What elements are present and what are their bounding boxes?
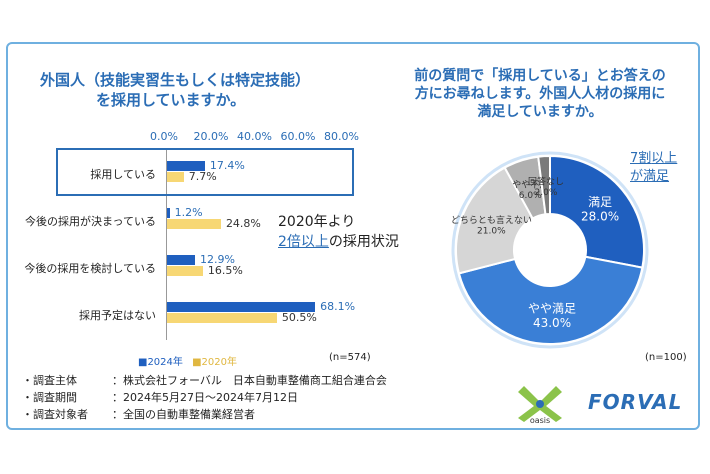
note-label: ・調査主体: [22, 374, 77, 387]
y-axis-line: [166, 150, 167, 340]
data-label-2024: 12.9%: [200, 253, 235, 266]
right-question-line: 方にお尋ねします。外国人人材の採用に: [414, 86, 666, 102]
note-row: ・調査対象者 ：全国の自動車整備業経営者: [22, 406, 387, 423]
note-value: ：全国の自動車整備業経営者: [112, 408, 255, 421]
callout-line2-rest: の採用状況: [328, 234, 399, 250]
data-label-2020: 50.5%: [281, 311, 317, 324]
right-callout-emphasis: 7割: [630, 151, 652, 166]
pie-slice-label: 回答なし 2.0%: [528, 175, 564, 198]
left-question: 外国人（技能実習生もしくは特定技能） を採用していますか。: [40, 70, 310, 110]
callout-line1: 2020年より: [278, 214, 356, 230]
right-callout-line2: が満足: [630, 169, 670, 184]
right-callout: 7割以上 が満足: [630, 150, 677, 186]
bar-2024: [167, 302, 316, 312]
note-value: ：株式会社フォーバル 日本自動車整備商工組合連合会: [112, 374, 387, 387]
bar-2020: [167, 266, 203, 276]
n-right: (n=100): [645, 352, 687, 363]
data-label-2020: 16.5%: [207, 264, 243, 277]
donut-chart: 満足 28.0% やや満足 43.0% どちらとも言えない 21.0% やや不満 6.0%回答…: [451, 151, 649, 349]
x-tick-label: 20.0%: [193, 130, 229, 143]
callout-line2: 2倍以上の採用状況: [278, 232, 399, 252]
data-label-2020: 24.8%: [225, 217, 261, 230]
pie-slice: [455, 166, 535, 275]
right-callout-line1: 7割以上: [630, 150, 677, 168]
x-tick-label: 80.0%: [324, 130, 359, 143]
note-row: ・調査期間 ：2024年5月27日〜2024年7月12日: [22, 389, 387, 406]
bar-2020: [167, 219, 221, 229]
note-label: ・調査対象者: [22, 408, 88, 421]
legend-2024: ■2024年: [138, 357, 183, 368]
left-question-line: 外国人（技能実習生もしくは特定技能）: [40, 71, 311, 89]
oasis-logo-text: oasis: [530, 416, 550, 424]
x-tick-label: 40.0%: [237, 130, 272, 143]
n-left: (n=574): [329, 352, 371, 363]
pie-slice: [549, 154, 645, 269]
right-question-line: 前の質問で「採用している」とお答えの: [414, 68, 666, 84]
left-callout: 2020年より 2倍以上の採用状況: [278, 212, 399, 252]
data-label-2024: 17.4%: [209, 159, 245, 172]
bar-legend: ■2024年 ■2020年: [138, 353, 237, 368]
bar-2020: [167, 313, 277, 323]
data-label-2020: 7.7%: [188, 170, 217, 183]
category-label: 採用予定はない: [79, 309, 156, 322]
pie-slice-label: やや不満 6.0%: [512, 179, 548, 201]
bar-2024: [167, 161, 205, 171]
bar-chart: 0.0% 20.0% 40.0% 60.0% 80.0% 採用している 17.4% 7.7% 今…: [0, 0, 400, 360]
note-value: ：2024年5月27日〜2024年7月12日: [112, 391, 298, 404]
x-tick-label: 0.0%: [150, 130, 178, 143]
category-label: 採用している: [90, 168, 156, 181]
pie-slice-label: どちらとも言えない 21.0%: [451, 214, 532, 237]
callout-emphasis: 2倍以上: [278, 234, 329, 250]
survey-notes: ・調査主体 ：株式会社フォーバル 日本自動車整備商工組合連合会 ・調査期間 ：202…: [22, 372, 387, 423]
pie-slice: [457, 255, 644, 345]
forval-logo: FORVAL: [588, 390, 683, 414]
legend-2020: ■2020年: [192, 357, 237, 368]
data-label-2024: 68.1%: [320, 300, 356, 313]
oasis-logo: oasis: [518, 386, 562, 424]
pie-slice-label: 満足 28.0%: [581, 195, 619, 223]
highlight-box: [56, 148, 354, 196]
donut-outer-ring: [451, 151, 649, 349]
right-question-line: 満足していますか。: [477, 104, 603, 120]
data-label-2024: 1.2%: [174, 206, 203, 219]
category-label: 今後の採用を検討している: [24, 262, 156, 275]
bar-2020: [167, 172, 184, 182]
note-row: ・調査主体 ：株式会社フォーバル 日本自動車整備商工組合連合会: [22, 372, 387, 389]
bar-2024: [167, 255, 196, 265]
pie-slice: [537, 154, 551, 216]
pie-slice-label: やや満足 43.0%: [528, 302, 576, 330]
note-label: ・調査期間: [22, 391, 77, 404]
right-question: 前の質問で「採用している」とお答えの 方にお尋ねします。外国人人材の採用に 満足…: [390, 67, 690, 121]
x-tick-label: 60.0%: [280, 130, 316, 143]
right-callout-line1-rest: 以上: [651, 151, 678, 166]
bar-2024: [167, 208, 170, 218]
left-question-line: を採用していますか。: [96, 91, 246, 109]
category-label: 今後の採用が決まっている: [24, 215, 156, 228]
